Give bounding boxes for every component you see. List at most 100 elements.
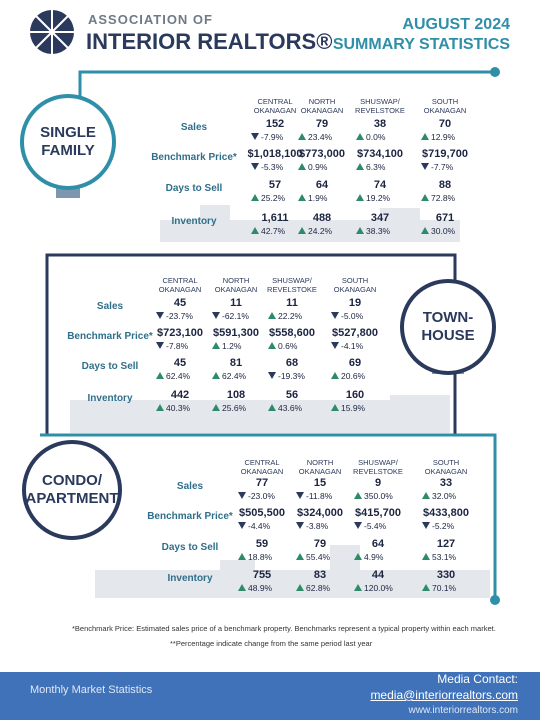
section-badge: SINGLE FAMILY xyxy=(20,94,116,190)
stat-change: 20.6% xyxy=(341,371,366,381)
region-name: NORTH xyxy=(306,458,334,467)
stat-value: 152 xyxy=(265,118,285,130)
trend-arrow xyxy=(421,227,429,234)
stat-change: -19.3% xyxy=(278,371,305,381)
stat-change: 62.4% xyxy=(222,371,247,381)
region-name: SOUTH xyxy=(341,276,369,285)
stat-change: -62.1% xyxy=(222,311,249,321)
trend-arrow xyxy=(356,194,364,201)
stat-change: -23.0% xyxy=(248,491,275,501)
row-label: Inventory xyxy=(167,573,213,584)
region-name: OKANAGAN xyxy=(240,467,284,476)
trend-arrow xyxy=(156,342,164,349)
stat-value: $1,018,100 xyxy=(247,148,303,160)
region-name: SHUSWAP/ xyxy=(272,276,312,285)
stat-value: 15 xyxy=(313,477,327,489)
stat-change: 6.3% xyxy=(366,162,386,172)
trend-arrow xyxy=(422,553,430,560)
stat-change: -11.8% xyxy=(306,491,333,501)
stat-change: 0.0% xyxy=(366,132,386,142)
stat-change: -23.7% xyxy=(166,311,193,321)
trend-arrow xyxy=(251,163,259,170)
region-name: REVELSTOKE xyxy=(353,467,403,476)
stat-value: 79 xyxy=(313,538,327,550)
org-line2: INTERIOR REALTORS® xyxy=(86,29,333,54)
stat-value: 81 xyxy=(229,357,243,369)
trend-arrow xyxy=(422,522,430,529)
skyline xyxy=(70,205,490,598)
region-name: CENTRAL xyxy=(162,276,198,285)
section-label: FAMILY xyxy=(41,142,95,159)
trend-arrow xyxy=(268,372,276,379)
trend-arrow xyxy=(331,404,339,411)
stat-change: 32.0% xyxy=(432,491,457,501)
stat-value: 127 xyxy=(436,538,456,550)
stat-value: $773,000 xyxy=(299,148,345,160)
footnote: *Benchmark Price: Estimated sales price … xyxy=(72,624,496,633)
stat-change: 25.6% xyxy=(222,403,247,413)
stat-change: 53.1% xyxy=(432,552,457,562)
row-label: Benchmark Price* xyxy=(151,152,237,163)
section-label: SINGLE xyxy=(40,124,96,141)
footer-band xyxy=(0,672,540,720)
region-name: CENTRAL xyxy=(257,97,293,106)
stat-change: 70.1% xyxy=(432,583,457,593)
row-label: Sales xyxy=(176,481,204,492)
region-name: NORTH xyxy=(222,276,250,285)
region-name: OKANAGAN xyxy=(423,106,467,115)
stat-value: 11 xyxy=(286,297,298,309)
region-name: NORTH xyxy=(308,97,336,106)
trend-arrow xyxy=(251,133,259,140)
stat-change: 48.9% xyxy=(248,583,273,593)
row-label: Days to Sell xyxy=(165,183,223,194)
stat-value: 56 xyxy=(285,389,299,401)
trend-arrow xyxy=(421,133,429,140)
stat-value: 57 xyxy=(268,179,282,191)
stat-change: 72.8% xyxy=(431,193,456,203)
stat-value: 11 xyxy=(230,297,242,309)
contact-email[interactable]: media@interiorrealtors.com xyxy=(370,688,518,702)
region-name: CENTRAL xyxy=(244,458,280,467)
stat-value: 59 xyxy=(255,538,269,550)
website[interactable]: www.interiorrealtors.com xyxy=(408,705,518,716)
stat-change: 25.2% xyxy=(261,193,286,203)
trend-arrow xyxy=(354,584,362,591)
stat-value: 45 xyxy=(173,357,187,369)
trend-arrow xyxy=(298,133,306,140)
trend-arrow xyxy=(156,404,164,411)
stat-change: 350.0% xyxy=(364,491,393,501)
org-line1: ASSOCIATION OF xyxy=(88,12,213,27)
region-name: OKANAGAN xyxy=(253,106,297,115)
stat-value: $415,700 xyxy=(355,507,401,519)
stat-change: 38.3% xyxy=(366,226,391,236)
trend-arrow xyxy=(298,227,306,234)
region-name: SHUSWAP/ xyxy=(360,97,400,106)
stat-change: -5.4% xyxy=(364,521,387,531)
stat-value: 671 xyxy=(435,212,455,224)
stat-value: 83 xyxy=(313,569,327,581)
region-name: REVELSTOKE xyxy=(267,285,317,294)
stat-value: 69 xyxy=(348,357,362,369)
stat-change: 4.9% xyxy=(364,552,384,562)
trend-arrow xyxy=(331,342,339,349)
stat-value: $505,500 xyxy=(239,507,285,519)
stat-change: -5.0% xyxy=(341,311,364,321)
stat-change: -3.8% xyxy=(306,521,329,531)
stat-change: 19.2% xyxy=(366,193,391,203)
stat-change: -7.9% xyxy=(261,132,284,142)
trend-arrow xyxy=(268,342,276,349)
trend-arrow xyxy=(156,372,164,379)
stat-change: 22.2% xyxy=(278,311,303,321)
stat-value: $719,700 xyxy=(422,148,468,160)
logo xyxy=(30,10,74,54)
row-label: Sales xyxy=(96,301,124,312)
section-badge: TOWN- HOUSE xyxy=(400,279,496,375)
region-name: OKANAGAN xyxy=(298,467,342,476)
section-label: APARTMENT xyxy=(25,490,119,507)
region-name: OKANAGAN xyxy=(214,285,258,294)
row-label: Benchmark Price* xyxy=(67,331,153,342)
region-name: SOUTH xyxy=(432,458,460,467)
trend-arrow xyxy=(421,163,429,170)
